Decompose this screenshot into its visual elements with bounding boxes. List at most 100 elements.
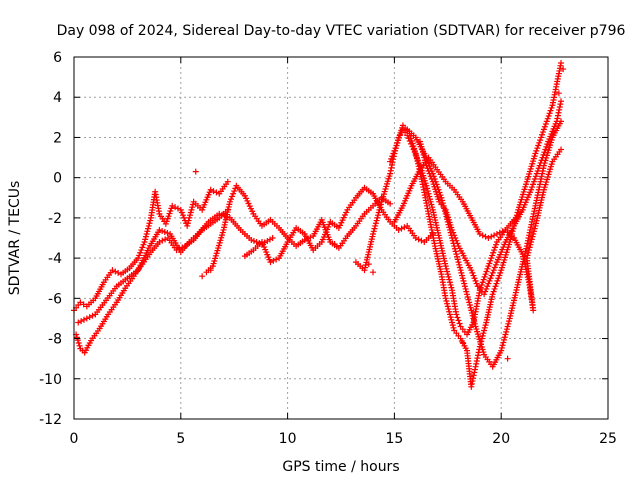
trace-mark-track-g — [449, 322, 456, 329]
trace-mark-track-h — [468, 307, 475, 314]
trace-mark-track-g — [480, 330, 487, 337]
data-point-track-b — [207, 186, 214, 193]
trace-mark-track-g — [444, 303, 451, 310]
data-point-track-f — [485, 263, 492, 270]
trace-mark-track-h — [454, 253, 461, 260]
data-point-track-a — [156, 239, 163, 246]
trace-mark-track-j — [479, 232, 486, 239]
trace-mark-track-b — [172, 204, 179, 211]
trace-mark-track-g — [448, 316, 455, 323]
outlier-point — [370, 269, 377, 276]
x-tick-label: 0 — [70, 431, 79, 447]
data-point-track-c — [75, 319, 82, 326]
trace-mark-track-c — [159, 227, 166, 234]
trace-mark-track-h — [471, 320, 478, 327]
x-tick-label: 25 — [599, 431, 617, 447]
trace-mark-track-i — [419, 149, 426, 156]
trace-mark-track-i — [534, 167, 541, 174]
trace-mark-track-c — [78, 318, 85, 325]
trace-mark-track-b — [138, 247, 145, 254]
trace-mark-track-g — [546, 110, 553, 117]
trace-mark-track-i — [453, 237, 460, 244]
trace-mark-track-a — [162, 236, 169, 243]
trace-mark-track-g — [443, 298, 450, 305]
trace-mark-track-j — [527, 241, 534, 248]
data-point-track-g — [387, 158, 394, 165]
trace-mark-track-f — [372, 220, 379, 227]
trace-mark-track-f — [373, 217, 380, 224]
trace-mark-track-h — [504, 323, 511, 330]
trace-mark-track-f — [375, 209, 382, 216]
trace-mark-track-j — [526, 244, 533, 251]
data-point-track-h — [464, 291, 471, 298]
x-tick-label: 15 — [385, 431, 403, 447]
trace-mark-track-j — [524, 252, 531, 259]
trace-mark-track-f — [448, 284, 455, 291]
trace-mark-track-f — [446, 276, 453, 283]
trace-mark-track-b — [146, 220, 153, 227]
x-axis-label: GPS time / hours — [282, 459, 399, 475]
trace-mark-track-f — [492, 241, 499, 248]
trace-mark-track-g — [388, 155, 395, 162]
trace-mark-track-g — [481, 324, 488, 331]
trace-mark-track-f — [455, 317, 462, 324]
trace-mark-track-h — [463, 288, 470, 295]
trace-mark-track-a — [76, 342, 83, 349]
trace-mark-track-g — [494, 277, 501, 284]
trace-mark-track-i — [425, 167, 432, 174]
trace-mark-track-b — [140, 241, 147, 248]
trace-mark-track-g — [470, 372, 477, 379]
data-point-track-i — [528, 186, 535, 193]
trace-mark-track-h — [470, 315, 477, 322]
trace-mark-track-j — [482, 233, 489, 240]
trace-mark-track-e — [415, 236, 422, 243]
trace-mark-track-g — [474, 355, 481, 362]
data-point-track-j — [485, 235, 492, 241]
trace-mark-track-b — [189, 201, 196, 208]
data-point-track-f — [370, 230, 377, 237]
data-point-track-c — [248, 237, 255, 244]
trace-mark-track-i — [530, 181, 537, 188]
trace-mark-track-j — [528, 236, 535, 243]
trace-mark-track-b — [137, 249, 144, 256]
trace-mark-track-i — [488, 272, 495, 279]
trace-mark-track-i — [537, 159, 544, 166]
trace-mark-track-f — [444, 268, 451, 275]
data-marks — [71, 60, 567, 390]
trace-mark-track-g — [533, 147, 540, 154]
data-point-track-c — [216, 210, 223, 217]
data-point-track-j — [523, 255, 530, 262]
trace-mark-track-f — [445, 273, 452, 280]
data-point-track-b — [135, 255, 142, 262]
outlier-point — [560, 66, 567, 73]
trace-mark-track-f — [482, 271, 489, 278]
outlier-point — [199, 273, 206, 280]
data-point-track-i — [487, 275, 494, 282]
trace-mark-track-f — [370, 228, 377, 235]
trace-mark-track-f — [427, 198, 434, 205]
trace-mark-track-h — [459, 275, 466, 282]
trace-mark-track-j — [496, 229, 503, 236]
data-point-track-h — [455, 259, 462, 266]
trace-mark-track-a — [159, 237, 166, 244]
data-point-track-e — [267, 259, 274, 266]
data-point-track-d — [226, 198, 233, 205]
trace-mark-track-h — [461, 280, 468, 287]
trace-mark-track-f — [446, 279, 453, 286]
data-point-track-b — [177, 206, 184, 213]
trace-mark-track-i — [482, 288, 489, 295]
trace-mark-track-i — [471, 275, 478, 282]
trace-mark-track-h — [503, 328, 510, 335]
trace-mark-track-i — [533, 170, 540, 177]
trace-mark-track-h — [464, 293, 471, 300]
trace-mark-track-b — [179, 212, 186, 219]
chart-title: Day 098 of 2024, Sidereal Day-to-day VTE… — [57, 23, 626, 39]
trace-mark-track-h — [501, 336, 508, 343]
trace-mark-track-i — [490, 267, 497, 274]
trace-mark-track-g — [479, 332, 486, 339]
trace-mark-track-g — [449, 319, 456, 326]
trace-mark-track-f — [388, 164, 395, 171]
trace-mark-track-h — [503, 326, 510, 333]
y-tick-label: 4 — [53, 90, 62, 106]
trace-mark-track-b — [139, 244, 146, 251]
